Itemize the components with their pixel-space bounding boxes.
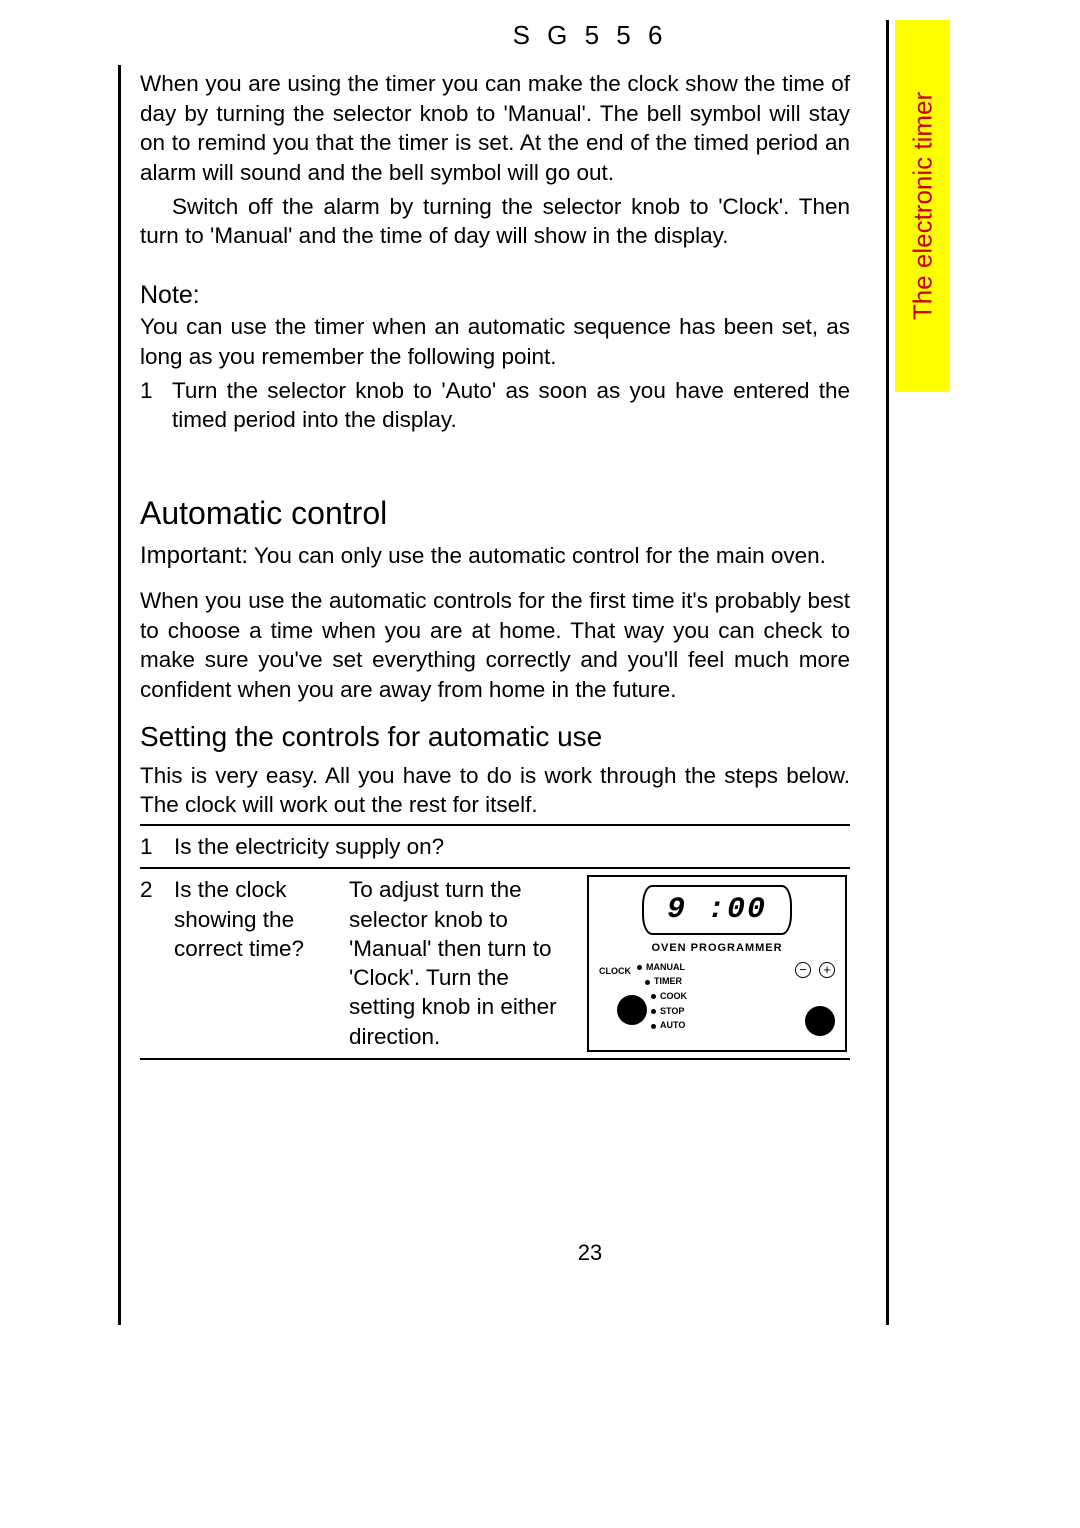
programmer-label: OVEN PROGRAMMER xyxy=(599,941,835,955)
oven-programmer-diagram: 9 :00 OVEN PROGRAMMER CLOCK MANUAL TIMER… xyxy=(587,875,847,1051)
plus-minus-icons: − + xyxy=(795,962,835,978)
right-vertical-rule xyxy=(886,20,889,1325)
important-text: You can only use the automatic control f… xyxy=(248,543,826,568)
note-item-number: 1 xyxy=(140,376,172,435)
selector-dial-labels: MANUAL TIMER COOK STOP AUTO xyxy=(637,962,687,1025)
page-content: S G 5 5 6 When you are using the timer y… xyxy=(120,20,860,1266)
setting-knob-icon xyxy=(805,1006,835,1036)
automatic-paragraph: When you use the automatic controls for … xyxy=(140,586,850,705)
product-code: S G 5 5 6 xyxy=(120,20,860,51)
dial-label-cook: COOK xyxy=(660,991,687,1003)
important-line: Important: You can only use the automati… xyxy=(140,542,850,570)
intro-paragraph-1: When you are using the timer you can mak… xyxy=(140,69,850,188)
dial-label-auto: AUTO xyxy=(660,1020,685,1032)
step-row-2: 2 Is the clock showing the correct time?… xyxy=(140,869,850,1057)
step-question: Is the clock showing the correct time? xyxy=(174,875,339,963)
note-heading: Note: xyxy=(140,281,850,310)
page-number: 23 xyxy=(120,1240,860,1266)
note-list-item: 1 Turn the selector knob to 'Auto' as so… xyxy=(140,376,850,435)
minus-icon: − xyxy=(795,962,811,978)
section-tab: The electronic timer xyxy=(895,20,950,392)
steps-table: 1 Is the electricity supply on? 2 Is the… xyxy=(140,824,850,1060)
selector-knob-icon xyxy=(617,995,647,1025)
note-text: You can use the timer when an automatic … xyxy=(140,312,850,371)
intro-paragraph-2: Switch off the alarm by turning the sele… xyxy=(140,192,850,251)
plus-icon: + xyxy=(819,962,835,978)
step-diagram-cell: 9 :00 OVEN PROGRAMMER CLOCK MANUAL TIMER… xyxy=(584,875,850,1051)
lcd-display: 9 :00 xyxy=(642,885,792,935)
note-item-text: Turn the selector knob to 'Auto' as soon… xyxy=(172,376,850,435)
setting-intro: This is very easy. All you have to do is… xyxy=(140,761,850,820)
important-label: Important: xyxy=(140,542,248,569)
table-rule xyxy=(140,1058,850,1060)
step-answer: To adjust turn the selector knob to 'Man… xyxy=(349,875,574,1051)
heading-automatic-control: Automatic control xyxy=(140,495,850,532)
heading-setting-controls: Setting the controls for automatic use xyxy=(140,721,850,753)
section-tab-label: The electronic timer xyxy=(907,92,938,320)
dial-label-timer: TIMER xyxy=(654,976,682,988)
dial-label-stop: STOP xyxy=(660,1006,684,1018)
step-number: 1 xyxy=(140,832,164,861)
step-question: Is the electricity supply on? xyxy=(174,832,850,861)
step-row-1: 1 Is the electricity supply on? xyxy=(140,826,850,867)
step-number: 2 xyxy=(140,875,164,904)
clock-label: CLOCK xyxy=(599,962,631,978)
dial-label-manual: MANUAL xyxy=(646,962,685,974)
